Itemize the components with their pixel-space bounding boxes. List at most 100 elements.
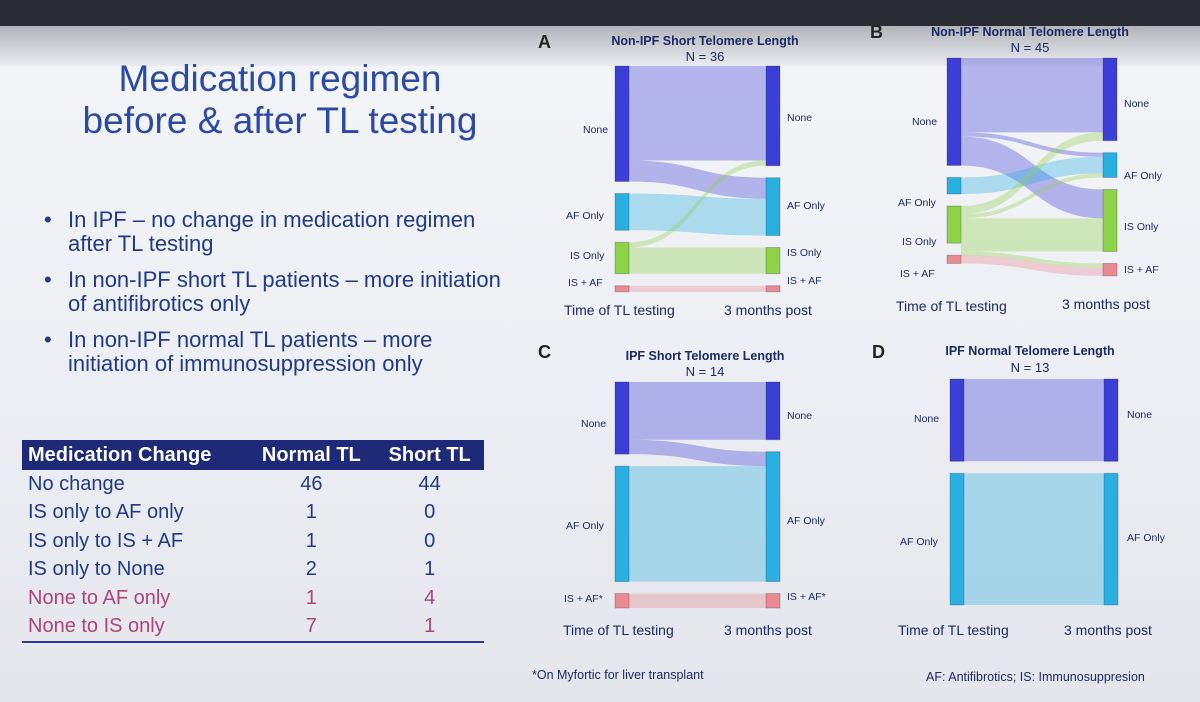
footnote-left: *On Myfortic for liver transplant bbox=[532, 668, 704, 682]
flow-is-only-to-none bbox=[961, 132, 1103, 215]
table-row: None to AF only 1 4 bbox=[22, 584, 484, 613]
flow-none-to-af-only bbox=[961, 132, 1103, 157]
flow-is-only-to-none bbox=[629, 160, 766, 248]
bullet-dot: • bbox=[44, 327, 52, 352]
normal-tl-value: 1 bbox=[305, 529, 317, 552]
flow-is-af-to-is-af bbox=[961, 255, 1103, 276]
row-label: IS only to IS + AF bbox=[28, 529, 184, 552]
flow-is-af-to-is-af bbox=[629, 593, 766, 608]
panel-b-n: N = 45 bbox=[1010, 40, 1050, 55]
panel-a-right-label: IS Only bbox=[787, 247, 822, 259]
flow-none-to-is-only bbox=[961, 136, 1103, 219]
panel-a-n: N = 36 bbox=[685, 49, 725, 64]
panel-d-right-label: AF Only bbox=[1127, 532, 1165, 544]
flow-af-only-to-af-only bbox=[629, 193, 766, 236]
bullet-item: • In IPF – no change in medication regime… bbox=[40, 208, 510, 256]
table-row: IS only to None 2 1 bbox=[22, 556, 484, 585]
header-short-tl: Short TL bbox=[375, 440, 484, 470]
normal-tl-value: 1 bbox=[305, 586, 317, 609]
bullet-text: In non-IPF normal TL patients – more ini… bbox=[68, 327, 433, 376]
panel-b-x-right: 3 months post bbox=[1062, 296, 1150, 312]
left-node-none bbox=[946, 57, 962, 166]
panel-a-x-right: 3 months post bbox=[724, 302, 812, 318]
panel-c-x-left: Time of TL testing bbox=[563, 622, 674, 638]
table-header-row: Medication Change Normal TL Short TL bbox=[22, 440, 484, 470]
left-node-is-only bbox=[946, 205, 962, 244]
flow-af-only-to-af-only bbox=[961, 156, 1103, 194]
panel-b-right-label: AF Only bbox=[1124, 170, 1162, 182]
right-node-is-af bbox=[765, 285, 781, 293]
left-node-af-only bbox=[614, 465, 630, 583]
right-node-none bbox=[765, 65, 781, 167]
panel-c-title: IPF Short Telomere Length bbox=[625, 349, 785, 363]
right-node-none bbox=[1103, 378, 1119, 462]
right-node-is-af bbox=[1102, 262, 1118, 277]
left-node-is-only bbox=[614, 241, 630, 275]
title-line-1: Medication regimen bbox=[118, 58, 442, 99]
left-node-af-only bbox=[614, 193, 630, 231]
panel-b-left-label: AF Only bbox=[898, 197, 936, 209]
flow-is-only-to-is-af bbox=[961, 251, 1103, 268]
row-label: None to IS only bbox=[22, 612, 248, 643]
panel-b-right-label: None bbox=[1124, 98, 1150, 110]
short-tl-value: 44 bbox=[418, 472, 441, 495]
short-tl-value: 0 bbox=[424, 529, 436, 552]
bullet-dot: • bbox=[44, 267, 52, 292]
panel-b-right-label: IS Only bbox=[1124, 221, 1159, 233]
panel-a-left-label: IS Only bbox=[570, 250, 605, 262]
flow-is-only-to-af-only bbox=[961, 173, 1103, 219]
short-tl-value: 4 bbox=[424, 586, 436, 609]
sankey-svg bbox=[614, 65, 781, 293]
right-node-af-only bbox=[1102, 152, 1118, 178]
table-row: IS only to IS + AF 1 0 bbox=[22, 527, 484, 556]
panel-b-left-label: None bbox=[912, 116, 938, 128]
panel-c-x-right: 3 months post bbox=[724, 622, 812, 638]
panel-d-left-label: None bbox=[914, 413, 940, 425]
panel-d-letter: D bbox=[872, 342, 885, 362]
left-node-af-only bbox=[949, 472, 965, 606]
panel-d-left-label: AF Only bbox=[900, 536, 938, 548]
panel-a-left-label: IS + AF bbox=[568, 277, 603, 289]
flow-is-af-to-is-af bbox=[629, 285, 766, 292]
flow-none-to-af-only bbox=[629, 439, 766, 467]
right-node-none bbox=[1102, 57, 1118, 142]
panel-a-title: Non-IPF Short Telomere Length bbox=[611, 34, 799, 48]
row-label: IS only to None bbox=[28, 558, 165, 581]
top-shade bbox=[0, 26, 1200, 66]
panel-d-n: N = 13 bbox=[1010, 360, 1050, 375]
panel-c-n: N = 14 bbox=[685, 364, 725, 379]
panel-b-title: Non-IPF Normal Telomere Length bbox=[931, 25, 1129, 39]
panel-a-left-label: AF Only bbox=[566, 210, 604, 222]
title-line-2: before & after TL testing bbox=[82, 100, 478, 141]
slide-title: Medication regimen before & after TL tes… bbox=[40, 58, 520, 142]
panel-c-right-label: IS + AF* bbox=[787, 591, 826, 603]
flow-none-to-af-only bbox=[629, 160, 766, 199]
normal-tl-value: 1 bbox=[305, 501, 317, 524]
row-label: No change bbox=[28, 472, 125, 495]
table-row: No change 46 44 bbox=[22, 470, 484, 499]
panel-b-left-label: IS Only bbox=[902, 236, 937, 248]
short-tl-value: 1 bbox=[424, 558, 436, 581]
sankey-panel-d bbox=[949, 378, 1119, 606]
panel-a-left-label: None bbox=[583, 124, 609, 136]
flow-af-only-to-af-only bbox=[629, 466, 766, 582]
normal-tl-value: 46 bbox=[300, 472, 323, 495]
left-node-is-af bbox=[946, 254, 962, 264]
bullet-item: • In non-IPF short TL patients – more ini… bbox=[40, 268, 510, 316]
flow-is-only-to-is-only bbox=[629, 247, 766, 274]
bullet-item: • In non-IPF normal TL patients – more in… bbox=[40, 328, 510, 376]
bullet-text: In IPF – no change in medication regimen… bbox=[68, 207, 476, 256]
right-node-af-only bbox=[765, 177, 781, 236]
normal-tl-value: 7 bbox=[247, 612, 376, 643]
right-node-is-af bbox=[765, 593, 781, 609]
panel-d-x-left: Time of TL testing bbox=[898, 622, 1009, 638]
panel-b-left-label: IS + AF bbox=[900, 268, 935, 280]
left-node-none bbox=[614, 381, 630, 455]
panel-d-title: IPF Normal Telomere Length bbox=[945, 344, 1115, 358]
flow-none-to-none bbox=[961, 58, 1103, 133]
table-row: IS only to AF only 1 0 bbox=[22, 499, 484, 528]
sankey-svg bbox=[614, 381, 781, 609]
panel-c-right-label: None bbox=[787, 410, 813, 422]
short-tl-value: 0 bbox=[424, 501, 436, 524]
header-medication-change: Medication Change bbox=[22, 440, 248, 470]
